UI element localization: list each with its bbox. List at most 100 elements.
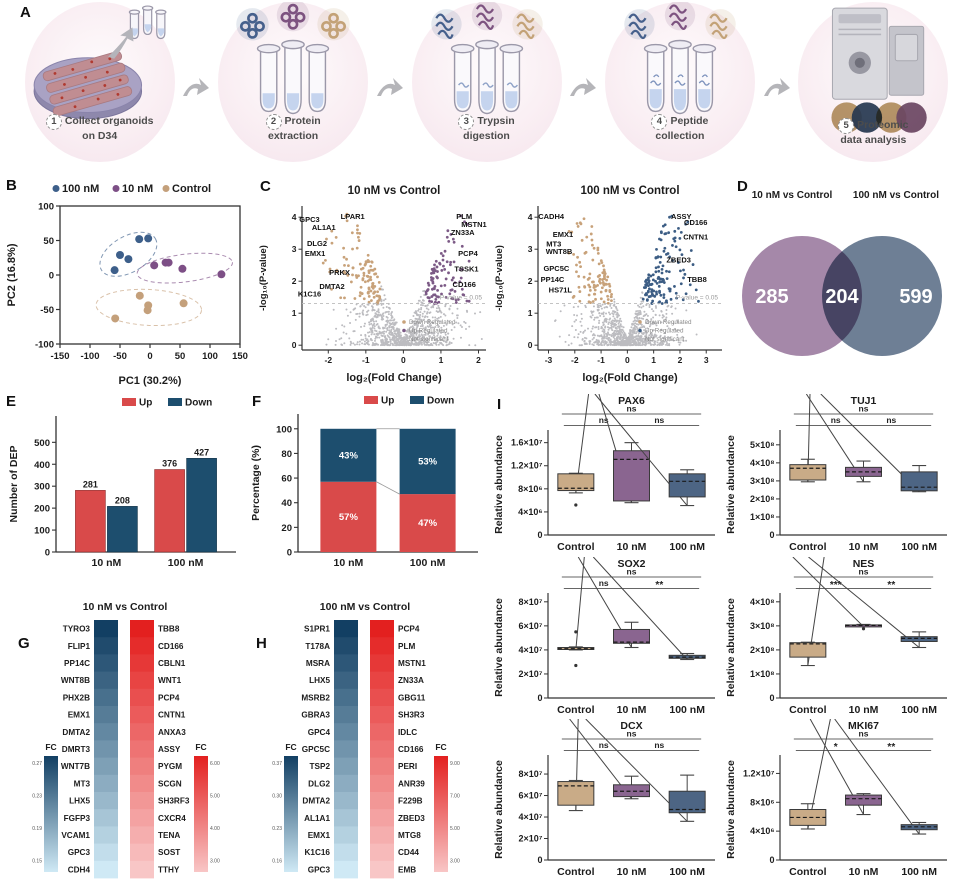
svg-text:ZN33A: ZN33A bbox=[398, 676, 424, 685]
svg-text:3×10⁸: 3×10⁸ bbox=[750, 476, 775, 486]
svg-text:10 nM vs Control: 10 nM vs Control bbox=[348, 185, 441, 197]
heatmap-100nM: 100 nM vs Control S1PR1 PCP4 T178A PLM MSRA MS… bbox=[246, 598, 484, 883]
svg-text:0.15: 0.15 bbox=[32, 858, 42, 864]
boxplot-SOX2: SOX2 ns ns ** 0 2×10⁷ 4×10⁷ 6×10⁷ 8×10⁷ Relative … bbox=[492, 556, 723, 725]
svg-text:WNT7B: WNT7B bbox=[61, 762, 90, 771]
svg-text:PCP4: PCP4 bbox=[458, 249, 478, 258]
svg-text:4×10⁸: 4×10⁸ bbox=[750, 597, 775, 607]
svg-text:ANXA3: ANXA3 bbox=[158, 728, 186, 737]
svg-text:PAX6: PAX6 bbox=[618, 395, 645, 407]
svg-text:43%: 43% bbox=[339, 450, 359, 461]
svg-text:204: 204 bbox=[825, 286, 859, 308]
svg-text:ns: ns bbox=[831, 415, 841, 425]
svg-text:DLG2: DLG2 bbox=[308, 779, 330, 788]
step-label-line2: digestion bbox=[463, 130, 510, 142]
volcano-plot-10nM: 10 nM vs Control -2 -1 0 1 2 0 1 2 3 4 log₂(Fold Ch… bbox=[256, 182, 492, 389]
svg-text:0.19: 0.19 bbox=[32, 826, 42, 832]
svg-text:Control: Control bbox=[557, 704, 594, 716]
svg-text:EMX1: EMX1 bbox=[68, 711, 91, 720]
pca-plot-svg: 100 nM 10 nM Control-150 -100 -50 0 50 100 150-1… bbox=[6, 183, 248, 387]
step-number-badge: 2 bbox=[265, 114, 282, 130]
panel-letter-A: A bbox=[20, 4, 31, 21]
step-label: Peptide bbox=[670, 115, 709, 127]
svg-text:GBG11: GBG11 bbox=[398, 693, 426, 702]
heatmap-100nM-svg: 100 nM vs Control S1PR1 PCP4 T178A PLM MSRA MS… bbox=[272, 601, 460, 879]
heatmap-10nM-svg: 10 nM vs Control TYRO3 TBB8 FLIP1 CD166 PP14C… bbox=[32, 601, 220, 879]
svg-text:0: 0 bbox=[49, 271, 54, 282]
svg-text:GPC3: GPC3 bbox=[308, 865, 331, 874]
protein-cluster-icon bbox=[236, 2, 350, 41]
svg-text:Up: Up bbox=[381, 396, 394, 407]
svg-text:4×10⁷: 4×10⁷ bbox=[519, 812, 543, 822]
svg-text:10 nM vs Control: 10 nM vs Control bbox=[752, 190, 833, 201]
svg-text:200: 200 bbox=[34, 504, 50, 515]
step-number-badge: 1 bbox=[45, 114, 62, 130]
svg-text:ns: ns bbox=[886, 415, 896, 425]
svg-text:1: 1 bbox=[528, 308, 533, 318]
svg-text:50: 50 bbox=[175, 351, 186, 362]
svg-text:100: 100 bbox=[276, 424, 292, 435]
svg-text:ns: ns bbox=[599, 740, 609, 750]
svg-text:5×10⁸: 5×10⁸ bbox=[750, 440, 775, 450]
svg-text:PCP4: PCP4 bbox=[398, 625, 420, 634]
svg-text:CADH4: CADH4 bbox=[538, 212, 565, 221]
svg-text:10 nM: 10 nM bbox=[849, 541, 879, 553]
svg-text:P-value = 0.05: P-value = 0.05 bbox=[440, 295, 482, 302]
svg-text:LHX5: LHX5 bbox=[309, 676, 330, 685]
svg-text:10 nM: 10 nM bbox=[122, 183, 153, 195]
svg-text:Relative abundance: Relative abundance bbox=[493, 435, 505, 534]
sample-tubes-icon bbox=[643, 39, 717, 115]
svg-text:DMTA2: DMTA2 bbox=[302, 797, 330, 806]
svg-text:599: 599 bbox=[899, 286, 932, 308]
venn-diagram-svg: 10 nM vs Control 100 nM vs Control 285 204 5… bbox=[742, 190, 942, 356]
svg-text:PYGM: PYGM bbox=[158, 762, 182, 771]
svg-text:PERI: PERI bbox=[398, 762, 417, 771]
svg-text:6×10⁷: 6×10⁷ bbox=[519, 621, 543, 631]
svg-text:10 nM: 10 nM bbox=[334, 557, 364, 569]
svg-text:100: 100 bbox=[38, 202, 54, 213]
svg-text:MT3: MT3 bbox=[74, 779, 91, 788]
svg-text:GPC5C: GPC5C bbox=[302, 745, 330, 754]
svg-text:3: 3 bbox=[704, 355, 709, 365]
svg-text:SOST: SOST bbox=[158, 848, 180, 857]
svg-text:CD166: CD166 bbox=[453, 280, 476, 289]
workflow-step-2: 2 Protein extraction bbox=[211, 2, 374, 162]
svg-text:60: 60 bbox=[281, 474, 292, 485]
svg-text:ZBED3: ZBED3 bbox=[398, 814, 425, 823]
svg-text:LPAR1: LPAR1 bbox=[341, 212, 365, 221]
svg-text:ANR39: ANR39 bbox=[398, 779, 425, 788]
svg-text:500: 500 bbox=[34, 438, 50, 449]
step-circle: 4 Peptide collection bbox=[604, 2, 755, 162]
svg-text:Not significant: Not significant bbox=[645, 336, 685, 343]
svg-text:2×10⁸: 2×10⁸ bbox=[750, 645, 775, 655]
svg-text:Up Regulated: Up Regulated bbox=[645, 328, 684, 335]
svg-text:0: 0 bbox=[769, 693, 774, 703]
svg-text:AL1A1: AL1A1 bbox=[312, 223, 336, 232]
svg-text:Control: Control bbox=[789, 541, 826, 553]
svg-text:log₂(Fold Change): log₂(Fold Change) bbox=[582, 372, 678, 384]
svg-text:376: 376 bbox=[162, 459, 177, 469]
peptide-squiggles-icon bbox=[430, 2, 543, 40]
svg-text:DLG2: DLG2 bbox=[307, 239, 327, 248]
collection-tubes-icon bbox=[128, 5, 167, 40]
svg-text:CD44: CD44 bbox=[398, 848, 419, 857]
svg-text:6.00: 6.00 bbox=[210, 761, 220, 767]
svg-text:100: 100 bbox=[202, 351, 218, 362]
svg-text:SOX2: SOX2 bbox=[617, 558, 645, 570]
svg-text:Control: Control bbox=[557, 541, 594, 553]
panel-letter-G: G bbox=[18, 635, 30, 652]
svg-text:Down: Down bbox=[185, 398, 212, 409]
svg-text:NES: NES bbox=[853, 558, 875, 570]
svg-text:TTHY: TTHY bbox=[158, 865, 180, 874]
svg-text:**: ** bbox=[887, 580, 895, 591]
svg-text:PC2 (16.8%): PC2 (16.8%) bbox=[6, 243, 18, 306]
svg-text:47%: 47% bbox=[418, 518, 438, 529]
svg-text:TYRO3: TYRO3 bbox=[63, 625, 91, 634]
svg-text:ZBED3: ZBED3 bbox=[666, 256, 691, 265]
svg-text:TUJ1: TUJ1 bbox=[851, 395, 877, 407]
svg-text:10 nM: 10 nM bbox=[849, 866, 879, 878]
step-label-line2: on D34 bbox=[82, 130, 118, 142]
svg-text:100 nM: 100 nM bbox=[669, 866, 705, 878]
